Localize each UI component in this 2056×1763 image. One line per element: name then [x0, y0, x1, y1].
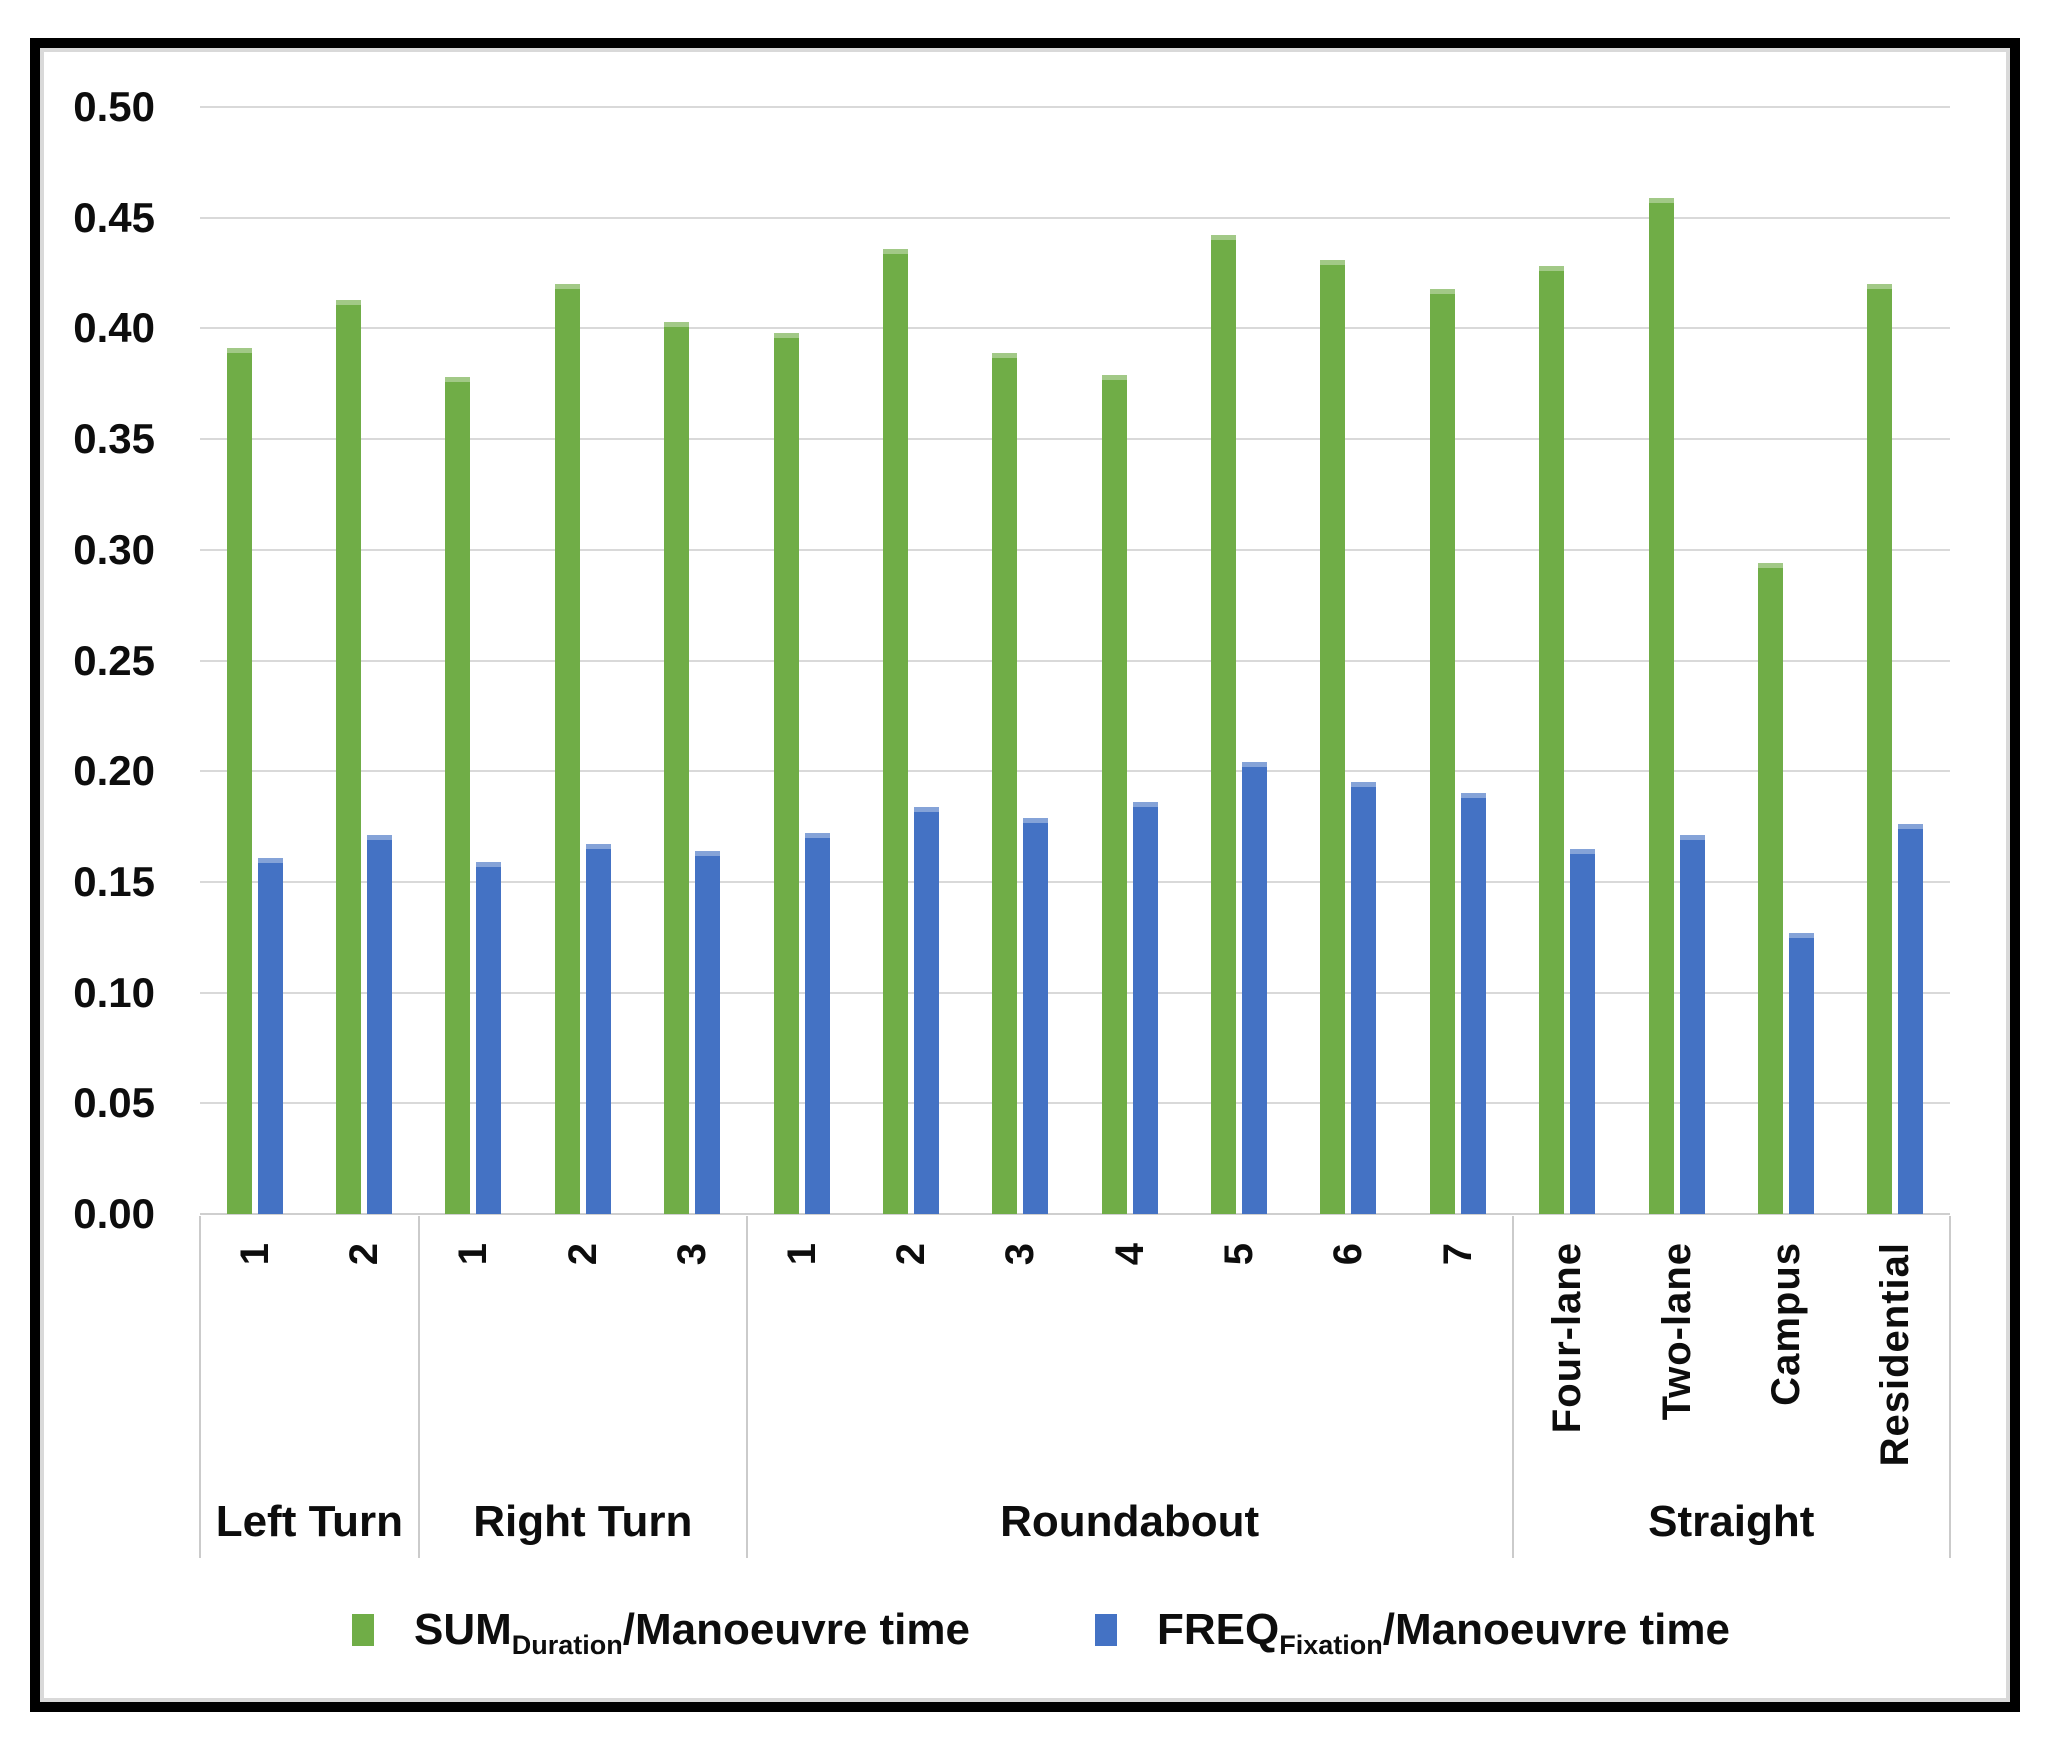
x-axis-line [200, 1213, 1950, 1215]
y-tick-label: 0.10 [73, 968, 155, 1016]
category-label: 3 [670, 1242, 715, 1266]
bar-sum-duration [1757, 563, 1783, 1214]
bar-sum-duration [1429, 289, 1455, 1214]
bar-freq-fixation [1132, 802, 1158, 1214]
bar-sum-duration [773, 333, 799, 1214]
category-label: Residential [1873, 1242, 1918, 1467]
bar-sum-duration [1211, 235, 1237, 1214]
group-label: Roundabout [1000, 1497, 1260, 1546]
bar-sum-duration [992, 353, 1018, 1214]
legend-swatch [352, 1614, 374, 1646]
y-tick-label: 0.40 [73, 304, 155, 352]
bar-sum-duration [664, 322, 690, 1214]
bar-freq-fixation [913, 807, 939, 1214]
y-tick-label: 0.25 [73, 636, 155, 684]
category-label: 5 [1217, 1242, 1262, 1266]
gridline [200, 106, 1950, 108]
category-label: Campus [1763, 1242, 1808, 1406]
bar-freq-fixation [804, 833, 830, 1214]
legend-label: FREQFixation/Manoeuvre time [1157, 1605, 1730, 1660]
bar-sum-duration [1539, 266, 1565, 1214]
bar-sum-duration [554, 284, 580, 1214]
category-label: 2 [342, 1242, 387, 1266]
bar-freq-fixation [1788, 933, 1814, 1214]
y-tick-label: 0.20 [73, 747, 155, 795]
category-label: 6 [1326, 1242, 1371, 1266]
legend-item-freq-fixation: FREQFixation/Manoeuvre time [1095, 1605, 1730, 1660]
category-label: Four-lane [1545, 1242, 1590, 1434]
y-tick-label: 0.00 [73, 1190, 155, 1237]
bar-freq-fixation [695, 851, 721, 1214]
bar-freq-fixation [1898, 824, 1924, 1214]
y-tick-label: 0.30 [73, 525, 155, 573]
group-divider [417, 1216, 420, 1558]
category-label: 1 [779, 1242, 824, 1266]
group-divider [199, 1216, 201, 1558]
group-label: Straight [1648, 1497, 1815, 1546]
bar-sum-duration [226, 348, 252, 1214]
bar-sum-duration [445, 377, 471, 1214]
bar-sum-duration [1320, 260, 1346, 1214]
category-label: 2 [888, 1242, 933, 1266]
bar-freq-fixation [476, 862, 502, 1214]
bar-sum-duration [1648, 198, 1674, 1214]
gridline [200, 659, 1950, 662]
category-label: 7 [1435, 1242, 1480, 1266]
gridline [200, 1102, 1950, 1105]
legend-item-sum-duration: SUMDuration/Manoeuvre time [352, 1605, 970, 1660]
y-tick-label: 0.15 [73, 857, 155, 905]
bar-freq-fixation [585, 844, 611, 1214]
category-label: 4 [1107, 1242, 1152, 1266]
category-label: 1 [451, 1242, 496, 1266]
bar-freq-fixation [257, 858, 283, 1214]
category-label: 2 [560, 1242, 605, 1266]
legend-swatch [1095, 1614, 1117, 1646]
group-divider [1511, 1216, 1514, 1558]
bar-freq-fixation [1570, 849, 1596, 1214]
legend-label: SUMDuration/Manoeuvre time [414, 1605, 970, 1660]
bar-freq-fixation [367, 835, 393, 1214]
category-label: 3 [998, 1242, 1043, 1266]
y-tick-label: 0.45 [73, 193, 155, 241]
y-tick-label: 0.05 [73, 1079, 155, 1127]
gridline [200, 327, 1950, 330]
bar-sum-duration [336, 300, 362, 1214]
bar-freq-fixation [1242, 762, 1268, 1214]
group-label: Right Turn [473, 1497, 693, 1546]
bar-sum-duration [1867, 284, 1893, 1214]
bar-freq-fixation [1351, 782, 1377, 1214]
gridline [200, 548, 1950, 551]
y-tick-label: 0.50 [73, 83, 155, 130]
group-label: Left Turn [215, 1497, 404, 1546]
category-label: Two-lane [1654, 1242, 1699, 1421]
gridline [200, 991, 1950, 994]
gridline [200, 438, 1950, 441]
bar-freq-fixation [1679, 835, 1705, 1214]
bar-sum-duration [882, 249, 908, 1214]
gridline [200, 216, 1950, 219]
y-tick-label: 0.35 [73, 415, 155, 463]
group-divider [1949, 1216, 1951, 1558]
chart-inner-border [40, 48, 2010, 1702]
category-label: 1 [232, 1242, 277, 1266]
bar-freq-fixation [1460, 793, 1486, 1214]
bar-sum-duration [1101, 375, 1127, 1214]
group-divider [745, 1216, 748, 1558]
bar-freq-fixation [1023, 818, 1049, 1214]
gridline [200, 770, 1950, 773]
gridline [200, 880, 1950, 883]
